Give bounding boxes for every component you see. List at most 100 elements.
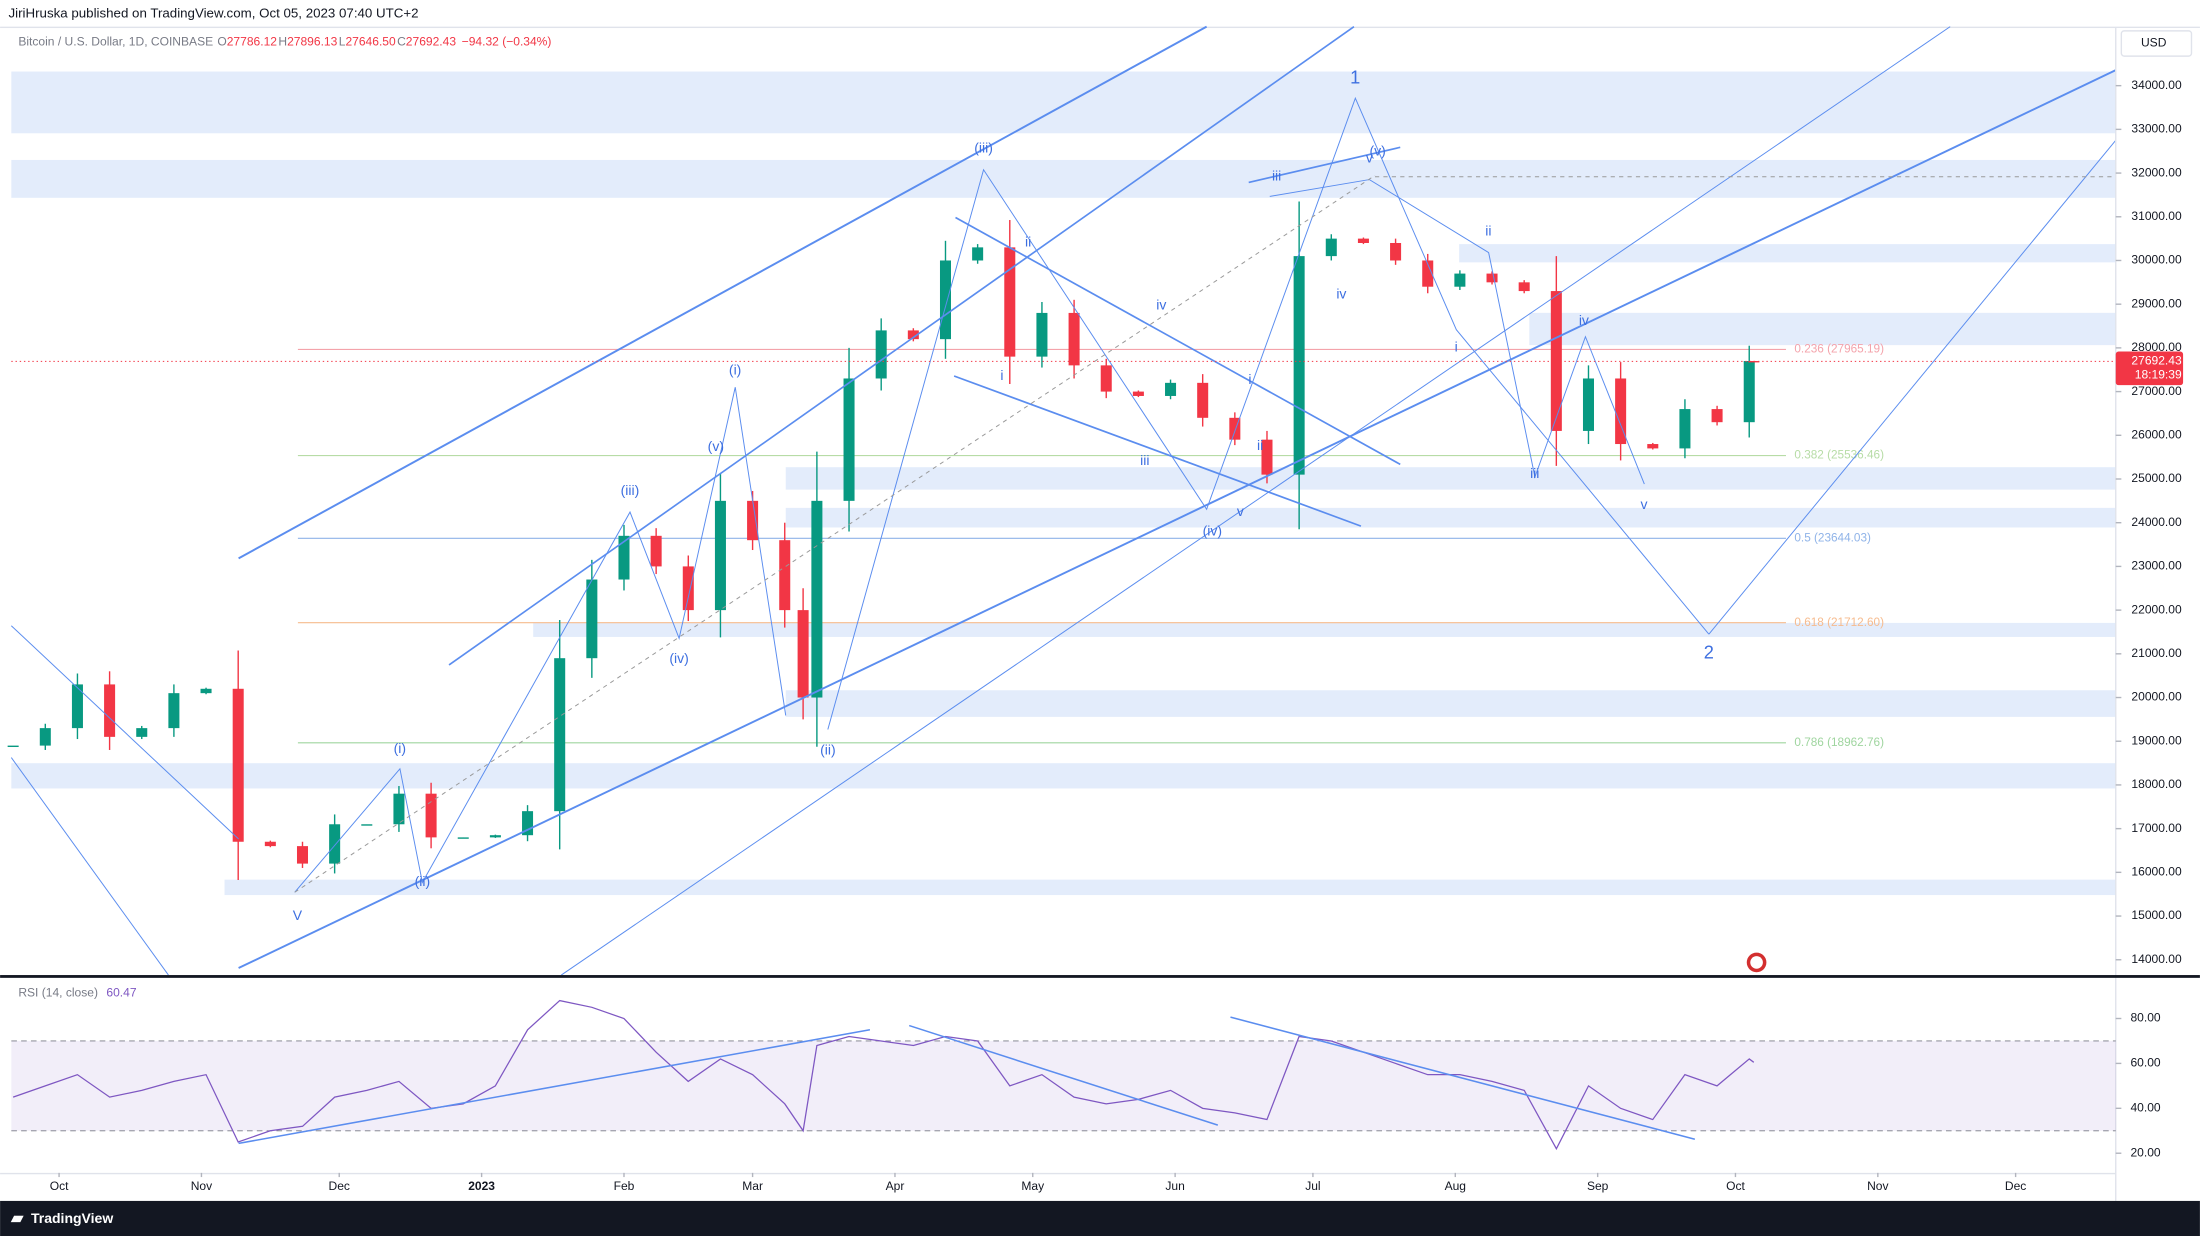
candle-body — [1229, 417, 1241, 440]
zone — [1529, 312, 2116, 346]
y-tick-label: 32000.00 — [2131, 165, 2182, 179]
y-tick-label: 30000.00 — [2131, 253, 2182, 267]
event-icon-inner — [1750, 956, 1763, 969]
candle-body — [1743, 360, 1755, 423]
publisher: JiriHruska published on TradingView.com,… — [9, 6, 419, 21]
candle-body — [393, 793, 405, 825]
rsi-trend-line — [238, 1029, 871, 1145]
rsi-tick-label: 20.00 — [2130, 1145, 2160, 1159]
trend-line — [238, 25, 1208, 560]
y-tick-label: 28000.00 — [2131, 340, 2182, 354]
candle-body — [457, 837, 469, 839]
y-tick-label: 22000.00 — [2131, 602, 2182, 616]
currency-button[interactable] — [2120, 30, 2193, 57]
legend-key: O — [217, 34, 226, 48]
y-tick-label: 34000.00 — [2131, 78, 2182, 92]
candle-body — [811, 500, 823, 698]
last-price: 27692.43 — [2131, 354, 2182, 368]
currency: USD — [2141, 36, 2167, 50]
candle-body — [875, 330, 887, 379]
candle-body — [232, 688, 244, 842]
legend-key: C — [397, 34, 406, 48]
wave-label: ii — [1485, 222, 1491, 238]
candle-body — [779, 540, 791, 611]
zone — [11, 71, 2116, 134]
candle-body — [1261, 439, 1273, 475]
wave-label: i — [1248, 371, 1251, 387]
rsi-last: 60.47 — [106, 985, 136, 999]
legend-title: Bitcoin / U.S. Dollar, 1D, COINBASE — [18, 34, 213, 48]
candle-body — [1004, 247, 1016, 357]
trend-line — [448, 25, 1355, 666]
rsi-title: RSI (14, close) — [18, 985, 98, 999]
zone — [785, 507, 2116, 528]
wave-label: (ii) — [415, 873, 431, 889]
candle-body — [907, 330, 919, 340]
wave-label: iv — [1336, 286, 1346, 302]
rsi-tick-label: 40.00 — [2130, 1101, 2160, 1115]
wave-label: v — [1641, 496, 1648, 512]
x-tick-label: Feb — [614, 1179, 635, 1193]
candle-body — [1325, 238, 1337, 257]
footer — [0, 1200, 2200, 1236]
fib-label: 0.786 (18962.76) — [1794, 736, 1884, 749]
fib-label: 0.236 (27965.19) — [1794, 343, 1884, 356]
wave-label: (iii) — [974, 140, 993, 156]
candle-body — [972, 247, 984, 261]
wave-label: (v) — [708, 438, 724, 454]
zone — [11, 159, 2116, 198]
x-tick-label: Jul — [1305, 1179, 1320, 1193]
candle-body — [104, 684, 116, 737]
wave-label: (v) — [1369, 142, 1385, 158]
candle-body — [7, 745, 19, 748]
drawings — [10, 25, 2117, 976]
trend-line — [955, 216, 1401, 466]
candle-body — [682, 566, 694, 611]
trend-line — [1708, 139, 2117, 635]
candle-body — [1390, 242, 1402, 261]
candle-body — [489, 835, 501, 838]
wave-label: 1 — [1350, 66, 1360, 87]
y-tick-label: 25000.00 — [2131, 471, 2182, 485]
candle-body — [1132, 391, 1144, 396]
wave-label: ii — [1257, 437, 1263, 453]
rsi-tick-label: 60.00 — [2130, 1056, 2160, 1070]
zone — [224, 879, 2116, 896]
y-tick-label: 21000.00 — [2131, 646, 2182, 660]
candle-body — [71, 684, 83, 729]
y-tick-label: 31000.00 — [2131, 209, 2182, 223]
zone — [533, 622, 2116, 637]
wave-label: (i) — [394, 740, 406, 756]
footer-logo: ▰ — [10, 1210, 23, 1227]
legend-key: H — [278, 34, 287, 48]
candle-body — [1357, 238, 1369, 243]
wave-label: iii — [1530, 465, 1539, 481]
time-axis-border — [0, 1172, 2116, 1175]
trend-line — [953, 375, 1362, 527]
y-tick-label: 20000.00 — [2131, 690, 2182, 704]
countdown: 18:19:39 — [2135, 368, 2182, 382]
candle-body — [1036, 312, 1048, 357]
footer-brand: TradingView — [31, 1210, 113, 1226]
candle-body — [554, 658, 566, 812]
x-tick-label: Oct — [1726, 1179, 1745, 1193]
y-tick-label: 15000.00 — [2131, 908, 2182, 922]
candle-body — [618, 535, 630, 580]
y-tick-label: 29000.00 — [2131, 296, 2182, 310]
candle-body — [1647, 444, 1659, 449]
zone — [785, 690, 2116, 717]
rsi-tick-label: 80.00 — [2130, 1011, 2160, 1025]
legend-value: 27896.13 — [287, 34, 338, 48]
wave-label: v — [1366, 149, 1373, 165]
zone — [785, 467, 2116, 490]
y-tick-label: 33000.00 — [2131, 122, 2182, 136]
rsi-line — [12, 999, 1755, 1151]
trend-line — [238, 69, 2117, 969]
candle-body — [1422, 260, 1434, 287]
y-tick-label: 24000.00 — [2131, 515, 2182, 529]
x-tick-label: Apr — [886, 1179, 905, 1193]
legend: Bitcoin / U.S. Dollar, 1D, COINBASE O 2778… — [18, 34, 551, 48]
candle-body — [1711, 409, 1723, 423]
